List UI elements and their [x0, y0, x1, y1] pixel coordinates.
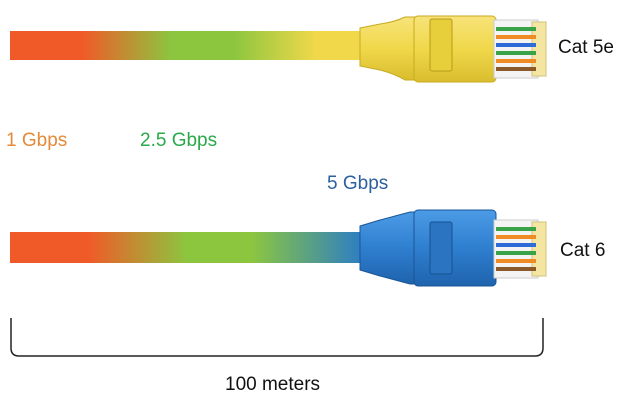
speed-label-1gbps: 1 Gbps [6, 130, 68, 151]
distance-bracket [10, 318, 544, 357]
speed-label-5gbps: 5 Gbps [327, 173, 389, 194]
speed-label-2-5gbps: 2.5 Gbps [140, 130, 218, 151]
cat6-wires [496, 227, 536, 271]
cat5e-label: Cat 5e [558, 37, 614, 58]
cat5e-cable-jacket [10, 31, 370, 60]
cat6-label: Cat 6 [560, 240, 606, 261]
cat5e-wires [496, 27, 536, 71]
cat5e-plug-housing [413, 15, 497, 83]
cat5e-plug-latch [429, 18, 453, 72]
cat6-cable [10, 209, 547, 287]
cat6-plug-housing [413, 209, 497, 287]
cat6-plug-latch [429, 221, 453, 275]
cat6-cable-jacket [10, 232, 365, 263]
cat5e-cable [10, 15, 547, 83]
distance-label: 100 meters [225, 374, 321, 395]
